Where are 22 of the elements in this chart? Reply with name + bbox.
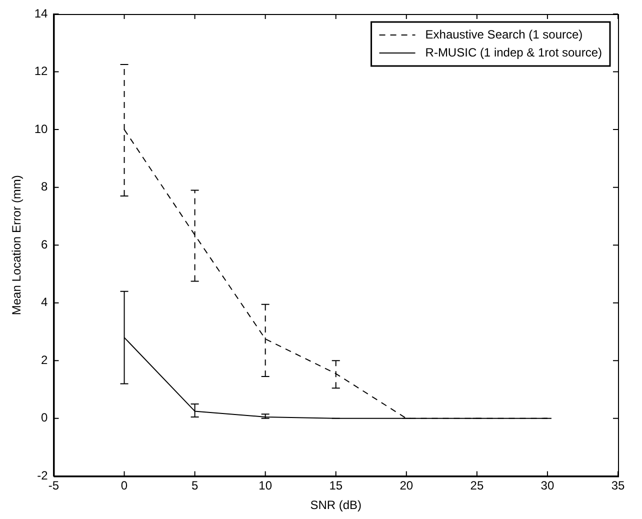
- x-tick-label: 15: [329, 478, 343, 493]
- legend-label: R-MUSIC (1 indep & 1rot source): [425, 45, 602, 60]
- y-tick-label: 8: [41, 180, 48, 194]
- x-tick-label: 20: [400, 478, 414, 493]
- x-tick-label: 5: [191, 478, 198, 493]
- y-tick-label: 10: [34, 122, 48, 136]
- legend-label: Exhaustive Search (1 source): [425, 27, 583, 42]
- x-tick-label: 35: [611, 478, 625, 493]
- x-tick-label: -5: [48, 478, 60, 493]
- x-tick-label: 25: [470, 478, 484, 493]
- y-axis-title: Mean Location Error (mm): [10, 175, 24, 316]
- x-axis-title: SNR (dB): [310, 498, 362, 512]
- y-tick-label: 0: [41, 410, 48, 425]
- y-tick-label: 2: [41, 352, 48, 367]
- y-tick-label: -2: [37, 468, 48, 483]
- y-tick-label: 6: [41, 237, 48, 252]
- y-tick-label: 4: [41, 295, 48, 310]
- y-tick-label: 14: [34, 6, 48, 20]
- x-tick-label: 0: [120, 478, 128, 493]
- x-tick-label: 30: [540, 478, 554, 493]
- x-tick-label: 10: [258, 478, 272, 493]
- y-tick-label: 12: [34, 64, 48, 78]
